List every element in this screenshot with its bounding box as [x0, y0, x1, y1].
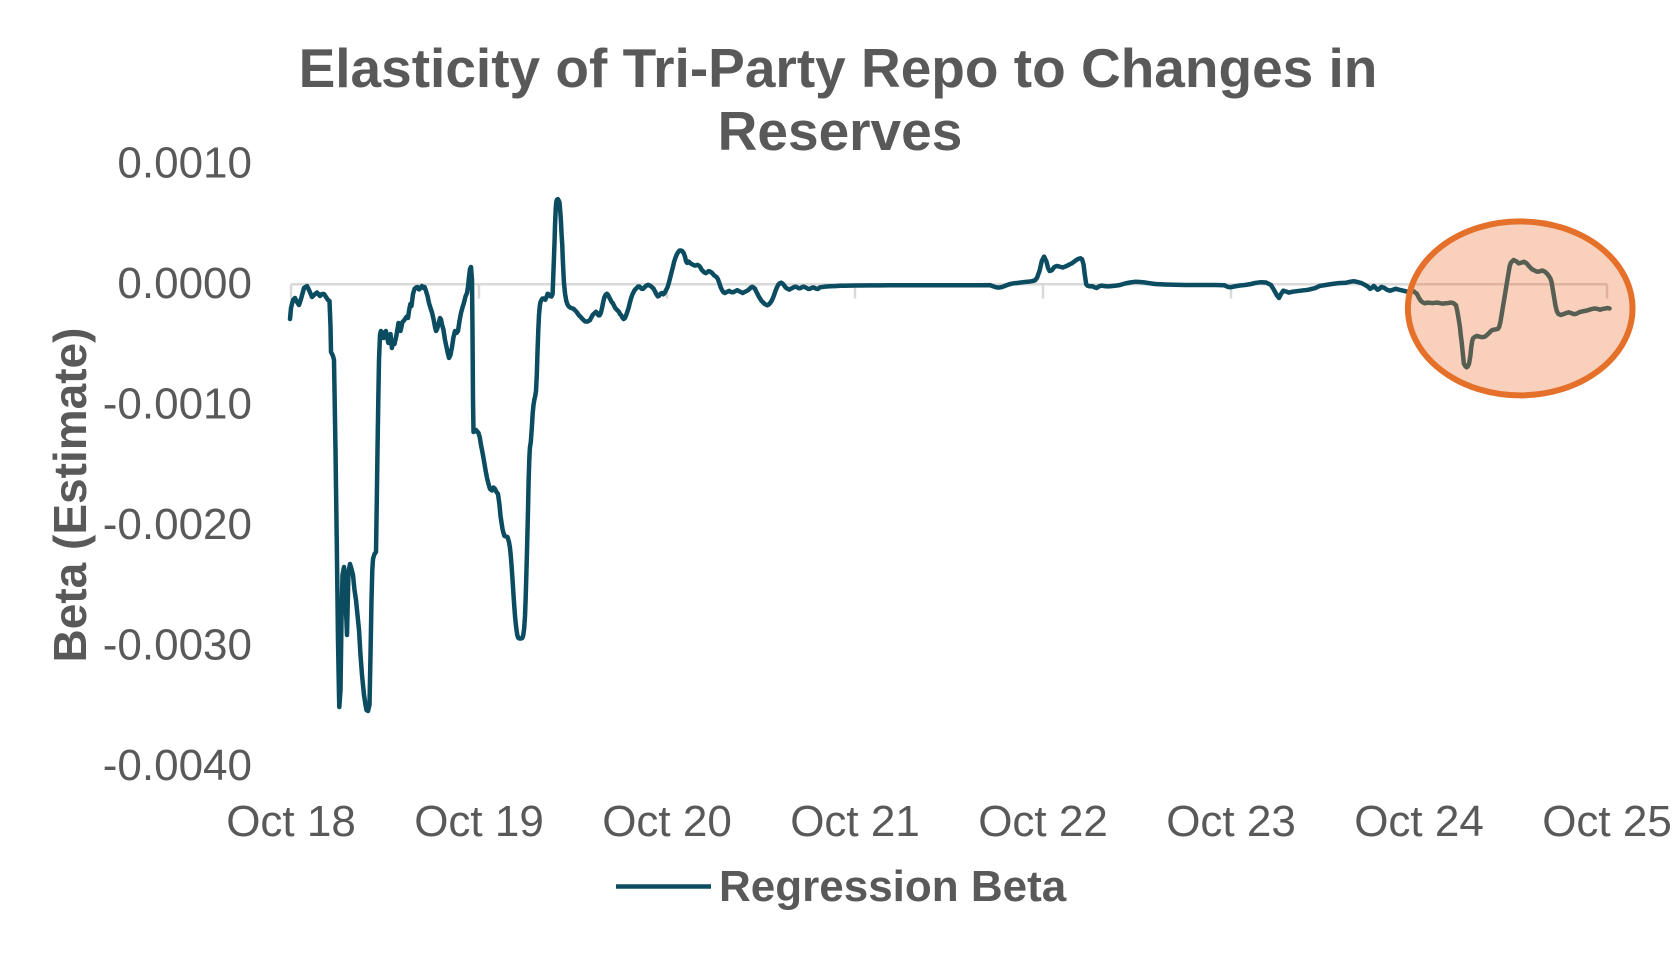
svg-text:Beta (Estimate): Beta (Estimate) — [44, 328, 96, 663]
svg-text:0.0000: 0.0000 — [117, 259, 252, 308]
svg-text:Reserves: Reserves — [718, 100, 963, 162]
svg-text:Oct 18: Oct 18 — [226, 797, 356, 846]
svg-text:Regression Beta: Regression Beta — [719, 862, 1067, 911]
svg-text:Oct 20: Oct 20 — [602, 797, 732, 846]
svg-text:-0.0040: -0.0040 — [103, 741, 252, 790]
svg-text:Oct 24: Oct 24 — [1354, 797, 1484, 846]
svg-text:Oct 22: Oct 22 — [978, 797, 1108, 846]
svg-text:Oct 25: Oct 25 — [1542, 797, 1672, 846]
svg-text:Oct 19: Oct 19 — [414, 797, 544, 846]
svg-text:Elasticity of Tri-Party Repo t: Elasticity of Tri-Party Repo to Changes … — [299, 37, 1378, 99]
svg-text:-0.0020: -0.0020 — [103, 500, 252, 549]
svg-text:-0.0030: -0.0030 — [103, 621, 252, 670]
svg-text:-0.0010: -0.0010 — [103, 380, 252, 429]
svg-text:0.0010: 0.0010 — [117, 139, 252, 188]
svg-text:Oct 21: Oct 21 — [790, 797, 920, 846]
svg-text:Oct 23: Oct 23 — [1166, 797, 1296, 846]
